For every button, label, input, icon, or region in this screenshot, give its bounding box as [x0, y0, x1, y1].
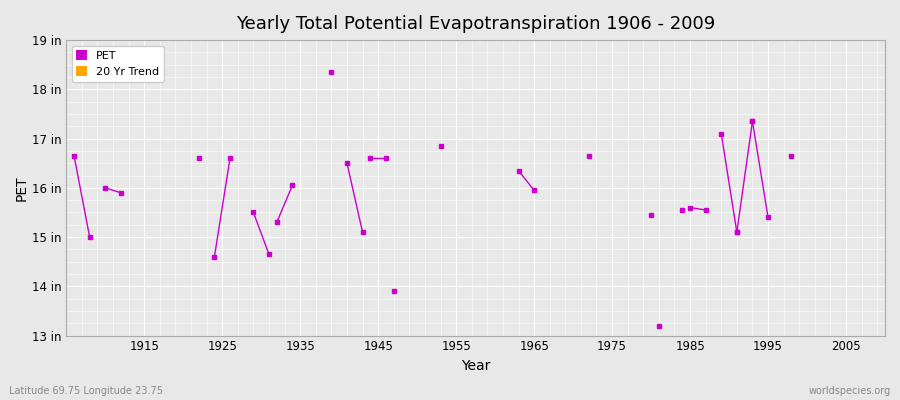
Legend: PET, 20 Yr Trend: PET, 20 Yr Trend [72, 46, 164, 82]
Y-axis label: PET: PET [15, 175, 29, 201]
Text: worldspecies.org: worldspecies.org [809, 386, 891, 396]
Text: Latitude 69.75 Longitude 23.75: Latitude 69.75 Longitude 23.75 [9, 386, 163, 396]
X-axis label: Year: Year [461, 359, 491, 373]
Title: Yearly Total Potential Evapotranspiration 1906 - 2009: Yearly Total Potential Evapotranspiratio… [236, 15, 716, 33]
